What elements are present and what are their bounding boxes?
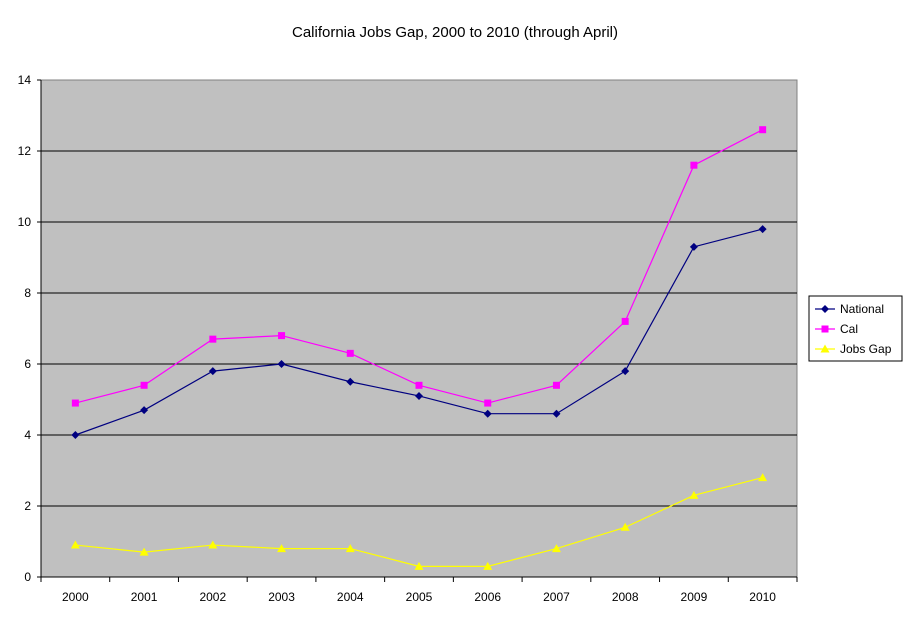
data-point <box>483 561 493 570</box>
legend-item: Cal <box>815 322 858 336</box>
y-tick-label: 6 <box>24 357 31 371</box>
x-tick-label: 2008 <box>612 590 639 604</box>
data-point <box>71 399 79 407</box>
legend-label: Jobs Gap <box>840 342 892 356</box>
series-cal <box>71 126 767 407</box>
data-point <box>484 399 492 407</box>
data-point <box>415 381 423 389</box>
legend-marker <box>820 344 830 353</box>
y-tick-label: 2 <box>24 499 31 513</box>
data-point <box>70 540 80 549</box>
data-point <box>346 349 354 357</box>
legend-marker <box>821 325 829 333</box>
chart-title: California Jobs Gap, 2000 to 2010 (throu… <box>292 24 618 41</box>
legend: National Cal Jobs Gap <box>808 295 903 362</box>
data-point <box>71 431 80 439</box>
data-point <box>277 360 286 368</box>
data-point <box>759 126 767 134</box>
y-tick-label: 0 <box>24 570 31 584</box>
data-point <box>552 409 561 418</box>
data-point <box>140 381 148 389</box>
data-point <box>346 377 355 386</box>
y-tick-label: 8 <box>24 286 31 300</box>
data-point <box>208 367 217 376</box>
x-tick-label: 2006 <box>474 590 501 604</box>
data-point <box>620 522 630 531</box>
y-tick-label: 12 <box>18 144 32 158</box>
y-tick-label: 10 <box>18 215 32 229</box>
data-point <box>278 332 286 340</box>
legend-item: National <box>815 302 884 316</box>
axes: 0 2 4 6 8 10 12 14 2000 2001 2002 2003 2004 2005 2006 2… <box>18 73 798 604</box>
data-point <box>277 544 287 553</box>
plot-area <box>40 79 798 578</box>
x-tick-label: 2004 <box>337 590 364 604</box>
data-point <box>345 544 355 553</box>
data-point <box>552 381 560 389</box>
data-point <box>689 242 698 251</box>
legend-marker <box>821 305 829 313</box>
x-tick-label: 2000 <box>62 590 89 604</box>
y-tick-label: 4 <box>24 428 31 442</box>
data-point <box>414 561 424 570</box>
x-tick-label: 2010 <box>749 590 776 604</box>
x-tick-label: 2007 <box>543 590 570 604</box>
data-point <box>139 547 149 556</box>
series-national <box>71 225 767 439</box>
x-tick-label: 2005 <box>406 590 433 604</box>
x-tick-label: 2009 <box>681 590 708 604</box>
data-point <box>690 161 698 169</box>
legend-label: Cal <box>840 322 858 336</box>
x-tick-label: 2001 <box>131 590 158 604</box>
series-layer <box>70 126 768 570</box>
x-tick-label: 2003 <box>268 590 295 604</box>
series-jobs-gap <box>70 473 768 570</box>
data-point <box>689 490 699 499</box>
data-point <box>621 317 629 325</box>
data-point <box>209 335 217 343</box>
y-tick-label: 14 <box>18 73 32 87</box>
data-point <box>415 391 423 400</box>
data-point <box>208 540 218 549</box>
legend-item: Jobs Gap <box>815 342 892 356</box>
data-point <box>758 225 767 234</box>
x-tick-label: 2002 <box>199 590 226 604</box>
legend-label: National <box>840 302 884 316</box>
data-point <box>551 544 561 553</box>
data-point <box>140 406 149 415</box>
data-point <box>483 409 492 418</box>
data-point <box>758 473 768 482</box>
data-point <box>621 367 630 376</box>
